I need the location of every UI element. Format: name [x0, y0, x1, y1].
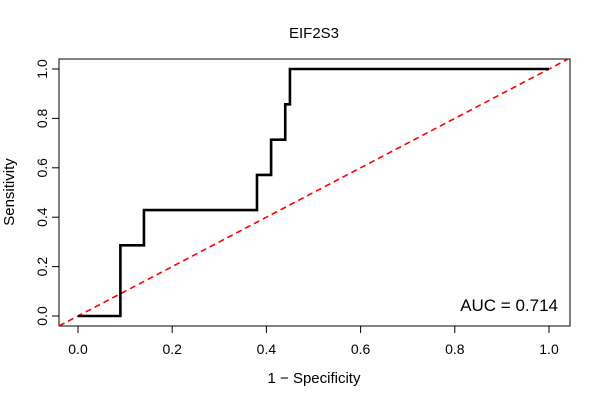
x-tick-label: 0.2	[162, 341, 182, 357]
series-layer	[59, 59, 569, 326]
x-tick-label: 0.8	[445, 341, 465, 357]
x-axis: 0.0 0.2 0.4 0.6 0.8 1.0	[68, 325, 559, 357]
x-axis-label: 1 − Specificity	[268, 370, 361, 387]
reference-diagonal-line	[59, 59, 569, 326]
auc-annotation: AUC = 0.714	[460, 296, 558, 315]
x-tick-label: 0.0	[68, 341, 88, 357]
x-tick-label: 1.0	[539, 341, 559, 357]
chart-title: EIF2S3	[289, 25, 339, 42]
x-tick-label: 0.4	[257, 341, 277, 357]
y-axis: 0.0 0.2 0.4 0.6 0.8 1.0	[34, 59, 60, 326]
y-tick-label: 0.8	[34, 108, 50, 128]
y-tick-label: 0.0	[34, 306, 50, 326]
roc-curve-line	[78, 67, 549, 318]
y-tick-label: 1.0	[34, 59, 50, 79]
y-tick-label: 0.6	[34, 158, 50, 178]
x-tick-label: 0.6	[351, 341, 371, 357]
plot-frame	[58, 58, 571, 327]
y-axis-label: Sensitivity	[1, 158, 18, 226]
y-tick-label: 0.4	[34, 207, 50, 227]
y-tick-label: 0.2	[34, 257, 50, 277]
